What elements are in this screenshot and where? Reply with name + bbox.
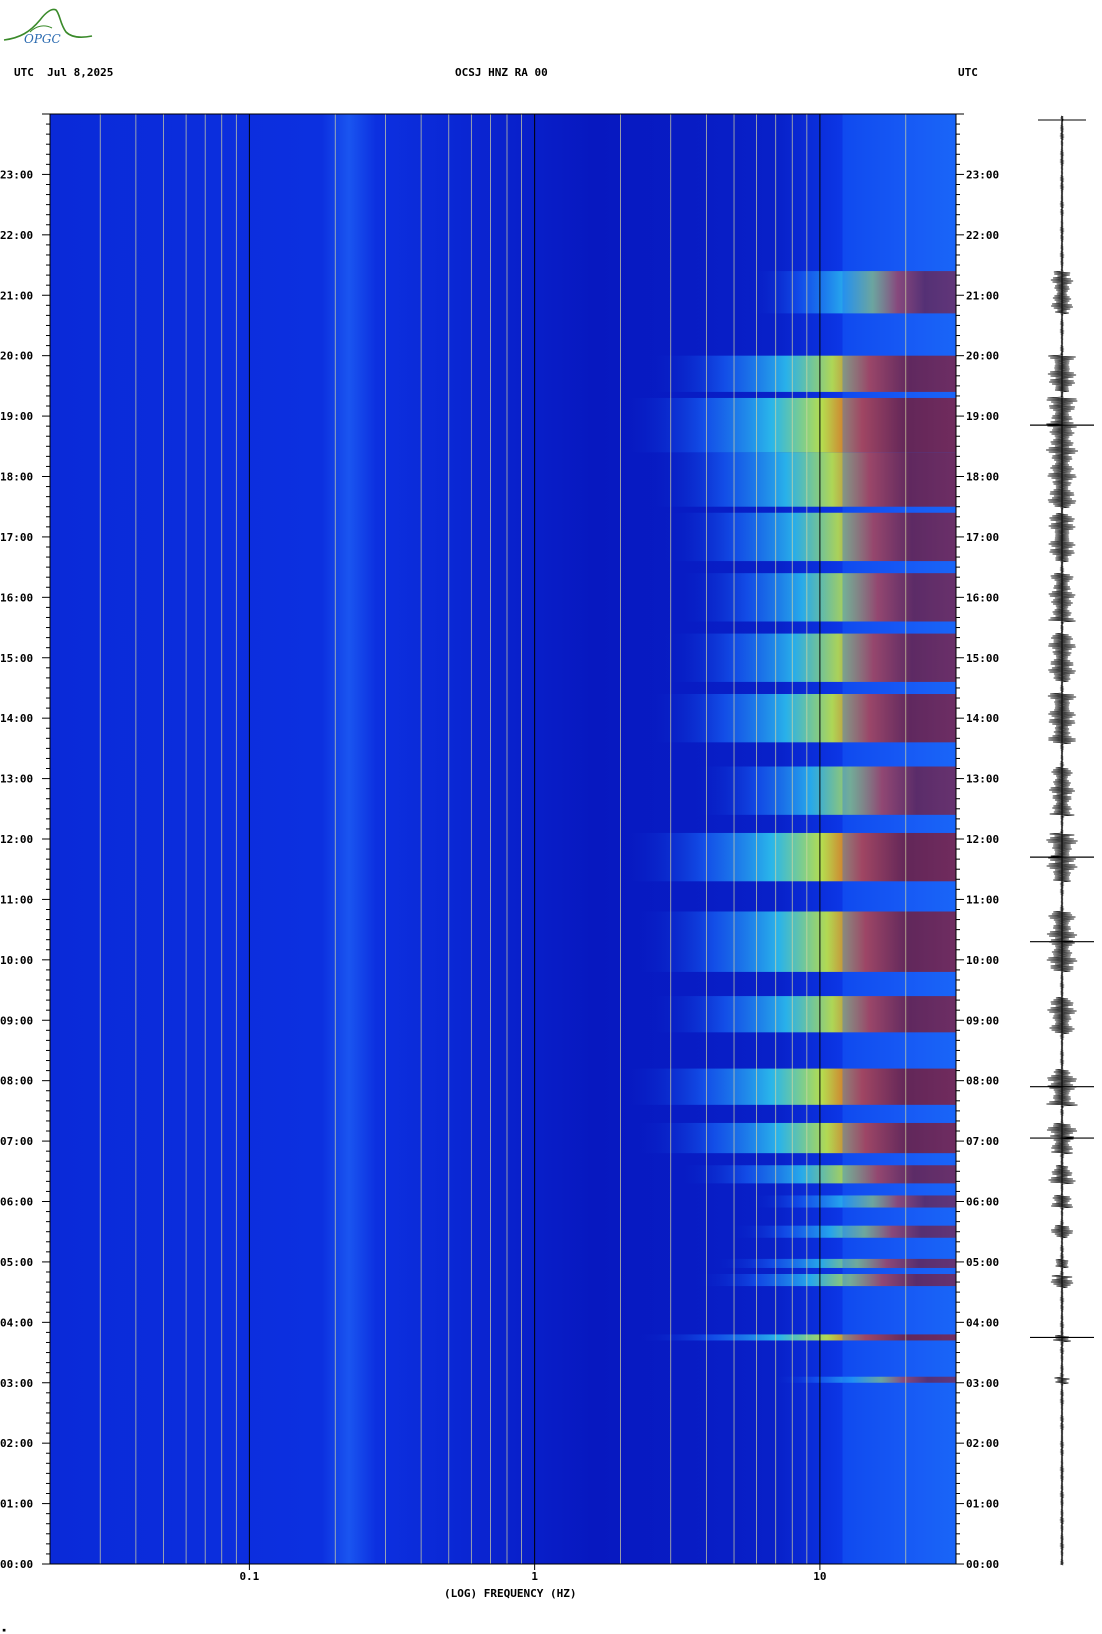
y-tick-label-left: 22:00 [0,229,33,242]
y-axis-left: 00:00 01:00 02:00 03:00 04:00 05:00 06:00 07:00… [0,113,50,1571]
activity-band [675,1165,956,1184]
y-tick-label-right: 01:00 [966,1498,999,1511]
y-tick-label-right: 19:00 [966,410,999,423]
header-utc: UTC [958,66,978,79]
y-tick-label-right: 04:00 [966,1316,999,1329]
y-tick-label-left: 06:00 [0,1196,33,1209]
seismogram-trace [1030,115,1094,1566]
corner-mark: ▪ [2,1626,7,1634]
x-tick-label: 1 [531,1570,538,1583]
activity-band [633,1122,956,1154]
y-tick-label-left: 16:00 [0,591,33,604]
header-station: OCSJ HNZ RA 00 [455,66,548,79]
y-tick-label-right: 17:00 [966,531,999,544]
y-tick-label-right: 05:00 [966,1256,999,1269]
activity-band [646,996,956,1033]
activity-band [633,911,956,972]
y-tick-label-right: 07:00 [966,1135,999,1148]
opgc-logo: OPGC [0,2,96,46]
activity-band [620,397,956,453]
activity-band [633,1334,956,1341]
high-frequency-noise [842,114,956,1564]
y-tick-label-right: 16:00 [966,591,999,604]
x-tick-label: 0.1 [239,1570,259,1583]
y-tick-label-right: 21:00 [966,289,999,302]
logo-text: OPGC [24,32,61,46]
y-tick-label-right: 20:00 [966,350,999,363]
y-tick-label-right: 06:00 [966,1196,999,1209]
y-tick-label-left: 13:00 [0,773,33,786]
y-tick-label-left: 05:00 [0,1256,33,1269]
activity-band [768,1376,956,1383]
activity-band [747,1195,956,1208]
y-tick-label-right: 10:00 [966,954,999,967]
y-tick-label-right: 18:00 [966,471,999,484]
y-tick-label-left: 17:00 [0,531,33,544]
y-tick-label-left: 03:00 [0,1377,33,1390]
activity-band [660,512,956,562]
y-tick-label-left: 12:00 [0,833,33,846]
y-tick-label-left: 07:00 [0,1135,33,1148]
y-tick-label-right: 02:00 [966,1437,999,1450]
y-tick-label-left: 08:00 [0,1075,33,1088]
y-tick-label-right: 22:00 [966,229,999,242]
seismogram-waveform [1045,115,1079,1566]
y-tick-label-right: 23:00 [966,168,999,181]
y-tick-label-left: 19:00 [0,410,33,423]
y-tick-label-right: 09:00 [966,1014,999,1027]
x-tick-label: 10 [813,1570,826,1583]
y-tick-label-left: 21:00 [0,289,33,302]
activity-band [708,1258,956,1268]
activity-band [675,573,956,622]
y-tick-label-right: 00:00 [966,1558,999,1571]
y-tick-label-left: 04:00 [0,1316,33,1329]
y-tick-label-left: 18:00 [0,471,33,484]
y-tick-label-right: 03:00 [966,1377,999,1390]
y-tick-label-left: 01:00 [0,1498,33,1511]
y-tick-label-left: 02:00 [0,1437,33,1450]
header-date: UTC Jul 8,2025 [14,66,114,79]
spectrogram-activity [620,114,956,1564]
activity-band [660,633,956,682]
x-axis-label: (LOG) FREQUENCY (HZ) [444,1587,577,1600]
activity-band [747,271,956,314]
activity-band [620,1068,956,1105]
y-tick-label-right: 11:00 [966,893,999,906]
y-tick-label-left: 15:00 [0,652,33,665]
y-tick-label-right: 12:00 [966,833,999,846]
y-tick-label-left: 11:00 [0,893,33,906]
y-tick-label-left: 14:00 [0,712,33,725]
x-axis: 0.1 1 10 [239,1564,827,1583]
activity-band [727,1225,956,1238]
y-tick-label-left: 20:00 [0,350,33,363]
activity-band [646,452,956,507]
y-tick-label-right: 13:00 [966,773,999,786]
y-axis-right: 00:00 01:00 02:00 03:00 04:00 05:00 06:00 07:00… [956,113,999,1571]
y-tick-label-left: 10:00 [0,954,33,967]
activity-band [691,766,956,815]
y-tick-label-right: 15:00 [966,652,999,665]
y-tick-label-left: 09:00 [0,1014,33,1027]
y-tick-label-left: 00:00 [0,1558,33,1571]
activity-band [646,355,956,392]
activity-band [646,694,956,743]
y-tick-label-right: 14:00 [966,712,999,725]
activity-band [691,1274,956,1287]
y-tick-label-right: 08:00 [966,1075,999,1088]
frequency-gridlines [99,114,956,1564]
activity-band [620,832,956,882]
y-tick-label-left: 23:00 [0,168,33,181]
